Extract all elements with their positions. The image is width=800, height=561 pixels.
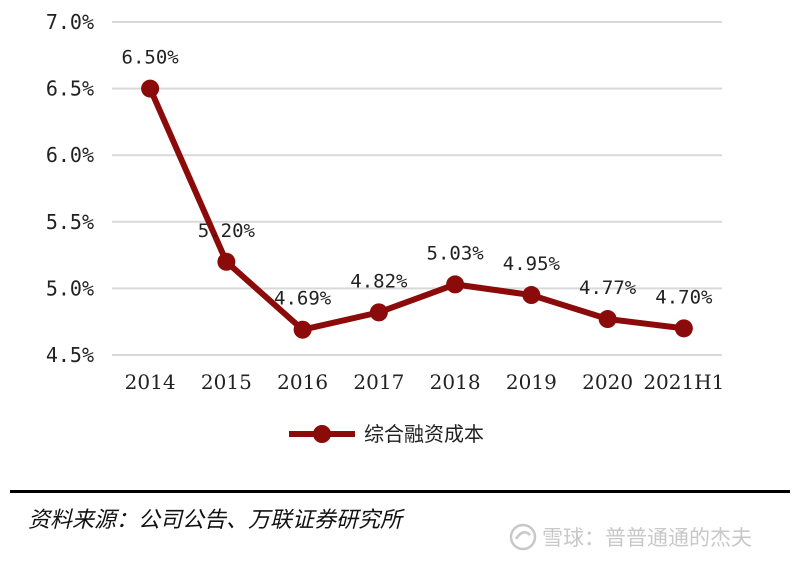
x-tick-label: 2018: [430, 370, 481, 394]
data-label: 4.70%: [655, 286, 713, 308]
data-point: [522, 286, 541, 305]
source-note: 资料来源：公司公告、万联证券研究所: [28, 508, 403, 533]
x-tick-label: 2020: [582, 370, 633, 394]
data-point: [217, 252, 236, 271]
watermark-text: 雪球：普普通通的杰夫: [542, 526, 752, 550]
data-point: [293, 320, 312, 339]
data-point: [598, 310, 617, 329]
y-tick-label: 6.5%: [46, 77, 94, 101]
data-label: 4.69%: [274, 288, 332, 310]
data-point: [369, 303, 388, 322]
y-tick-label: 5.0%: [46, 276, 94, 300]
x-tick-label: 2015: [201, 370, 252, 394]
y-tick-label: 5.5%: [46, 210, 94, 234]
x-tick-label: 2021H1: [643, 370, 724, 394]
y-tick-label: 4.5%: [46, 343, 94, 367]
legend-label: 综合融资成本: [364, 422, 484, 446]
y-axis-ticks: 4.5% 5.0% 5.5% 6.0% 6.5% 7.0%: [46, 10, 94, 367]
data-label: 6.50%: [122, 47, 180, 69]
data-point: [674, 319, 693, 338]
legend-marker: [313, 425, 331, 443]
data-label: 5.03%: [427, 242, 485, 264]
data-point: [446, 275, 465, 294]
data-label: 5.20%: [198, 220, 256, 242]
x-axis-ticks: 2014 2015 2016 2017 2018 2019 2020 2021H1: [125, 370, 725, 394]
series-line: [147, 87, 685, 333]
x-tick-label: 2019: [506, 370, 557, 394]
watermark: 雪球：普普通通的杰夫: [508, 522, 752, 552]
snowball-logo-icon: [509, 523, 537, 551]
data-label: 4.77%: [579, 277, 637, 299]
source-divider: [10, 490, 790, 493]
y-tick-label: 7.0%: [46, 10, 94, 34]
data-point: [141, 79, 160, 98]
x-tick-label: 2017: [353, 370, 404, 394]
y-tick-label: 6.0%: [46, 143, 94, 167]
data-labels: 6.50% 5.20% 4.69% 4.82% 5.03% 4.95% 4.77% 4.70%: [122, 47, 714, 310]
line-chart: 4.5%5.0%5.5%6.0%6.5%7.0% 2014 2015 2016 201…: [46, 10, 725, 446]
legend: 综合融资成本: [289, 422, 484, 446]
x-tick-label: 2016: [277, 370, 328, 394]
grid-lines: [112, 21, 722, 356]
x-tick-label: 2014: [125, 370, 176, 394]
series-line-group: [141, 79, 693, 339]
data-label: 4.95%: [503, 253, 561, 275]
data-label: 4.82%: [350, 270, 408, 292]
